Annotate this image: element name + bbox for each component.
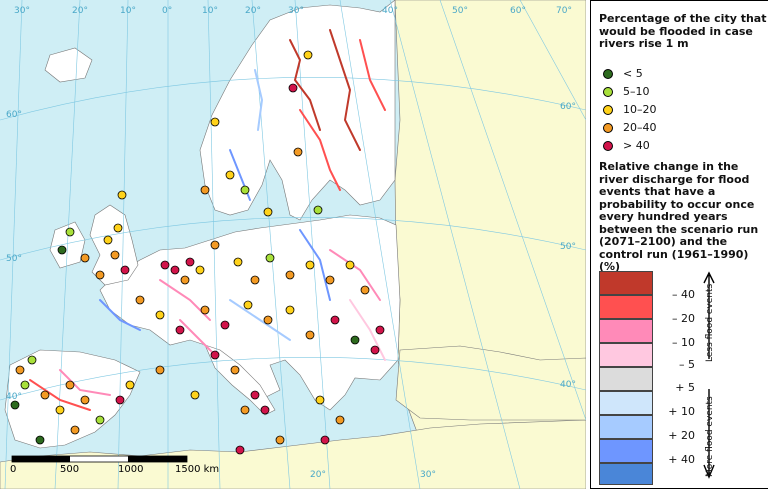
arrows bbox=[703, 271, 715, 479]
discharge-swatch bbox=[599, 319, 653, 343]
lat-label: 50° bbox=[560, 242, 576, 252]
lat-label: 50° bbox=[6, 254, 22, 264]
scale-tick: 1500 km bbox=[175, 464, 220, 475]
lon-label: 10° bbox=[120, 6, 136, 16]
legend-city-class: 10–20 bbox=[603, 103, 657, 116]
lat-label: 40° bbox=[560, 380, 576, 390]
less-flood-label: Less flood events bbox=[705, 283, 715, 362]
lat-label: 40° bbox=[6, 392, 22, 402]
legend-city-label: 20–40 bbox=[623, 121, 657, 134]
lat-label: 60° bbox=[560, 102, 576, 112]
legend-city-class: < 5 bbox=[603, 67, 643, 80]
discharge-swatch bbox=[599, 391, 653, 415]
discharge-label: – 40 bbox=[672, 288, 695, 301]
legend-city-label: 5–10 bbox=[623, 85, 650, 98]
cities-legend-title: Percentage of the city that would be flo… bbox=[599, 12, 767, 50]
legend-dot bbox=[603, 86, 613, 97]
land-britain bbox=[89, 204, 139, 286]
legend-dot bbox=[603, 140, 613, 151]
discharge-swatch bbox=[599, 367, 653, 391]
lon-label: 70° bbox=[556, 6, 572, 16]
discharge-label: – 20 bbox=[672, 312, 695, 325]
legend-dot bbox=[603, 104, 613, 115]
land-scandinavia bbox=[199, 0, 396, 221]
cities bbox=[10, 50, 385, 455]
discharge-swatch bbox=[599, 415, 653, 439]
lon-label: 30° bbox=[14, 6, 30, 16]
legend-city-label: 10–20 bbox=[623, 103, 657, 116]
lon-label: 50° bbox=[452, 6, 468, 16]
discharge-label: + 40 bbox=[668, 453, 695, 466]
discharge-swatch bbox=[599, 271, 653, 295]
discharge-swatch bbox=[599, 463, 653, 485]
lon-label: 60° bbox=[510, 6, 526, 16]
up-arrow-icon bbox=[703, 271, 715, 359]
discharge-swatch bbox=[599, 295, 653, 319]
legend-dot bbox=[603, 68, 613, 79]
down-arrow-icon bbox=[703, 389, 715, 479]
lon-label: 30° bbox=[288, 6, 304, 16]
lon-label: 0° bbox=[162, 6, 173, 16]
scale-tick: 500 bbox=[60, 464, 80, 475]
legend-city-class: > 40 bbox=[603, 139, 650, 152]
lon-label-lower: 30° bbox=[420, 470, 436, 480]
lat-label: 60° bbox=[6, 110, 22, 120]
scale-tick: 1000 bbox=[118, 464, 144, 475]
scale-bar bbox=[11, 455, 188, 463]
lon-label: 20° bbox=[72, 6, 88, 16]
longitude-labels: 30° 20° 10° 0° 10° 20° 30° 40° 50° 60° 7… bbox=[0, 0, 586, 20]
land-iceland bbox=[44, 47, 93, 83]
legend-city-class: 20–40 bbox=[603, 121, 657, 134]
legend-panel: Percentage of the city that would be flo… bbox=[590, 0, 768, 489]
discharge-label: + 20 bbox=[668, 429, 695, 442]
legend-city-label: > 40 bbox=[623, 139, 650, 152]
more-flood-label: More flood events bbox=[705, 396, 715, 477]
land-outside-turkey bbox=[395, 345, 586, 421]
legend-city-label: < 5 bbox=[623, 67, 643, 80]
land-iberia bbox=[4, 349, 141, 449]
land-outside-africa bbox=[0, 419, 586, 489]
scale-tick: 0 bbox=[10, 464, 17, 475]
lon-label: 20° bbox=[245, 6, 261, 16]
discharge-label: – 5 bbox=[679, 358, 695, 371]
discharge-label: + 5 bbox=[675, 381, 695, 394]
europe-flood-map bbox=[0, 0, 586, 489]
legend-dot bbox=[603, 122, 613, 133]
lon-label: 10° bbox=[202, 6, 218, 16]
lon-label: 40° bbox=[382, 6, 398, 16]
legend-city-class: 5–10 bbox=[603, 85, 650, 98]
lon-label-lower: 20° bbox=[310, 470, 326, 480]
discharge-legend-title: Relative change in the river discharge f… bbox=[599, 160, 759, 273]
discharge-label: – 10 bbox=[672, 336, 695, 349]
discharge-swatch bbox=[599, 343, 653, 367]
discharge-label: + 10 bbox=[668, 405, 695, 418]
discharge-swatch bbox=[599, 439, 653, 463]
